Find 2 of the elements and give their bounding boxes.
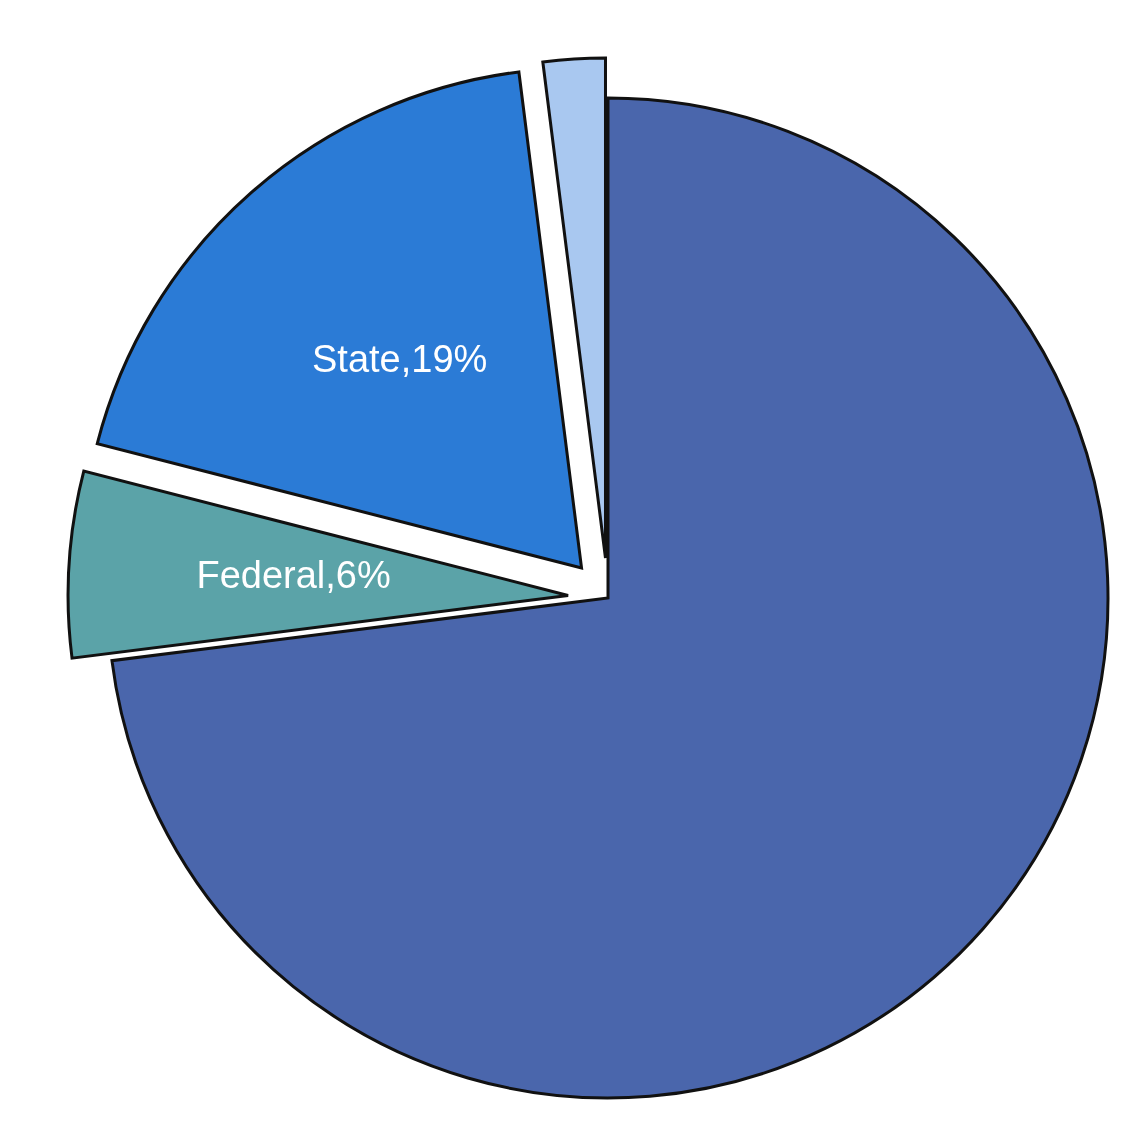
data-label: Federal,6% [196,554,391,597]
data-label: State,19% [312,337,488,380]
